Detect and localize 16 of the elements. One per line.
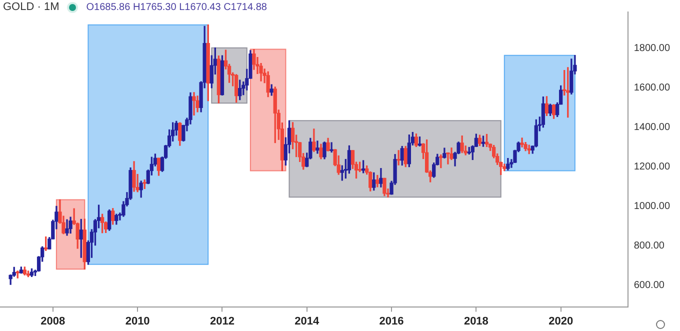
y-tick-label: 1800.00 <box>634 43 670 54</box>
x-tick-label: 2010 <box>125 315 150 328</box>
y-tick-label: 1400.00 <box>634 122 670 134</box>
x-tick-label: 2014 <box>294 315 320 328</box>
x-tick-label: 2012 <box>210 315 234 328</box>
y-tick-label: 1000.00 <box>634 200 670 212</box>
y-tick-label: 1200.00 <box>634 162 670 173</box>
chart-title: GOLD · 1M <box>3 1 60 13</box>
x-tick-label: 2018 <box>464 315 488 328</box>
y-tick-label: 800.00 <box>634 240 665 252</box>
chart-subtitle: O1685.86 H1765.30 L1670.43 C1714.88 <box>86 2 267 12</box>
y-tick-label: 1600.00 <box>634 82 670 94</box>
x-tick-label: 2016 <box>379 315 404 328</box>
x-tick-label: 2020 <box>548 315 574 328</box>
x-tick-label: 2008 <box>40 315 66 328</box>
y-tick-label: 600.00 <box>634 280 665 291</box>
